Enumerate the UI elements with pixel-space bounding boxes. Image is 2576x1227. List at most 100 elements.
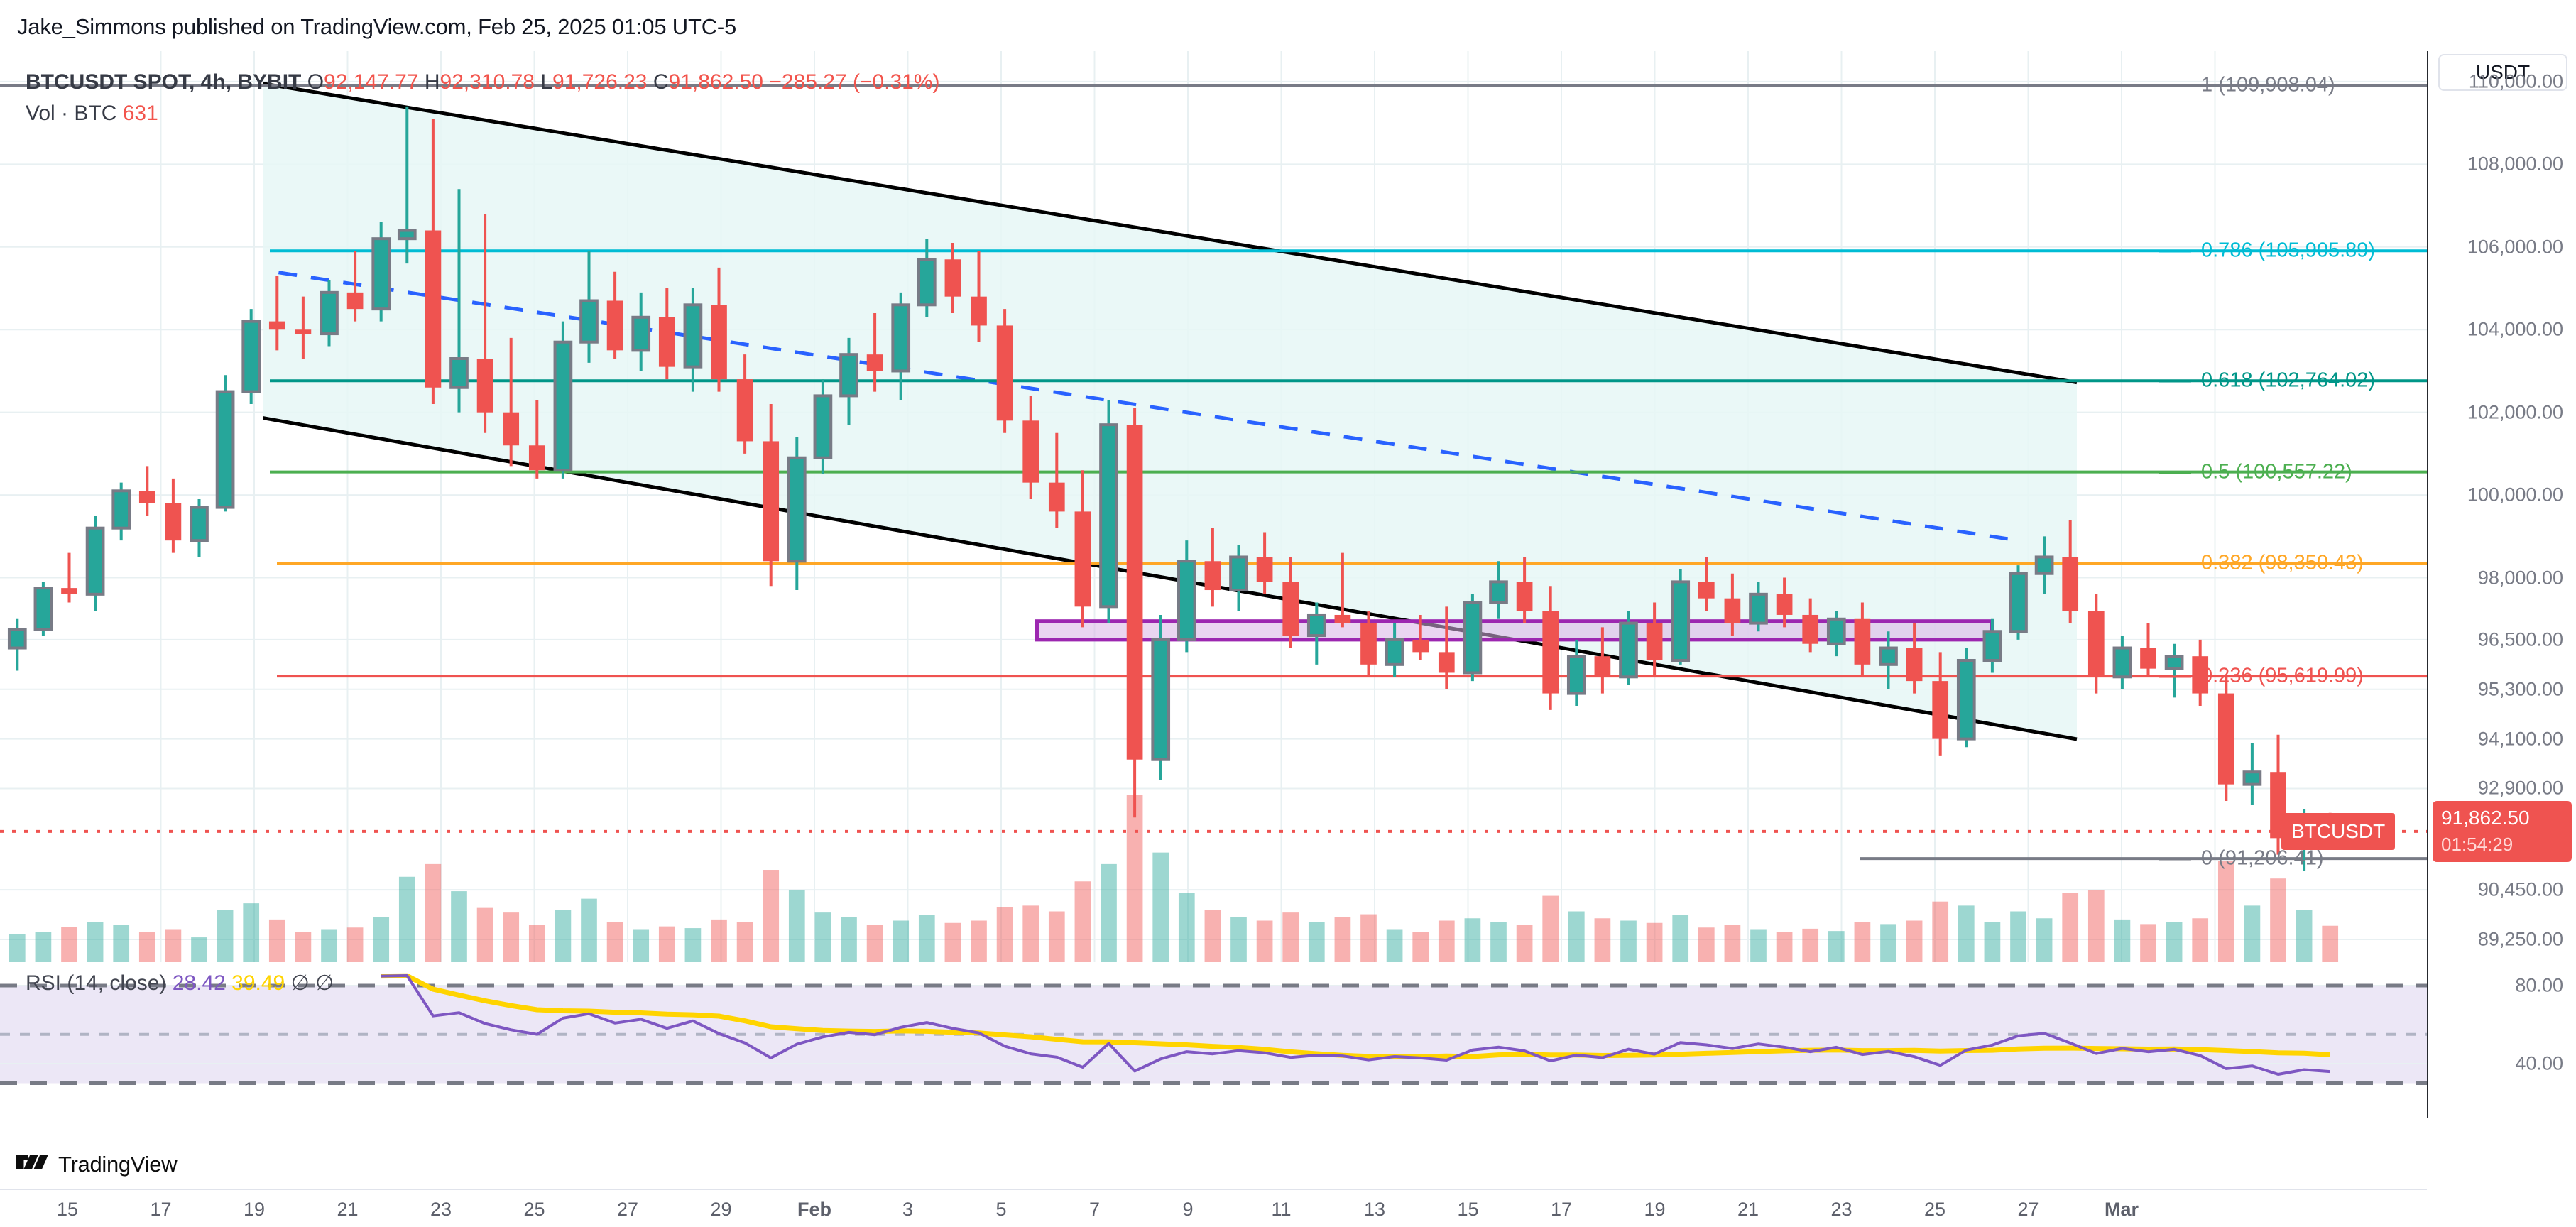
last-price-value: 91,862.50 <box>2441 806 2530 829</box>
volume-bar <box>1932 901 1949 962</box>
volume-bar <box>2140 924 2156 962</box>
candle-body <box>944 259 961 297</box>
candle-body <box>1982 630 2002 662</box>
price-pane[interactable]: BTCUSDT SPOT, 4h, BYBIT O92,147.77 H92,3… <box>0 51 2427 962</box>
rsi-pane[interactable]: RSI (14, close) 28.42 39.49 ∅ ∅ <box>0 962 2427 1118</box>
volume-bar <box>191 937 207 962</box>
time-axis-tick: 9 <box>1182 1199 1194 1220</box>
volume-series <box>9 795 2339 962</box>
legend-close-key: C <box>653 70 669 94</box>
volume-bar <box>1204 910 1221 962</box>
fib-label-0[interactable]: 0 (91,206.41) <box>2159 847 2324 871</box>
candle-body <box>268 321 285 330</box>
legend-symbol[interactable]: BTCUSDT SPOT, 4h, BYBIT <box>26 70 302 94</box>
candle-body <box>449 357 469 389</box>
volume-bar <box>1438 920 1455 962</box>
candle-body <box>1542 611 1559 694</box>
candle-body <box>1074 511 1091 607</box>
price-axis[interactable]: USDT 110,000.00 108,000.00 106,000.00 104,0… <box>2427 51 2576 1118</box>
channel-upper-line[interactable] <box>263 82 2078 385</box>
candle-body <box>1776 594 1793 615</box>
candle-body <box>111 489 131 530</box>
legend-volume-title[interactable]: Vol · BTC <box>26 102 117 125</box>
time-axis-tick: 27 <box>616 1199 639 1220</box>
fib-dash-icon <box>2159 250 2191 253</box>
axis-currency-badge[interactable]: USDT <box>2438 54 2567 91</box>
fib-label-0-236[interactable]: 0.236 (95,619.99) <box>2159 665 2364 688</box>
time-axis-tick: 21 <box>1737 1199 1759 1220</box>
fib-dash-icon <box>2159 675 2191 678</box>
volume-bar <box>1464 918 1481 962</box>
volume-bar <box>1776 932 1793 962</box>
volume-bar <box>1152 852 1169 962</box>
fib-label-text: 0.236 (95,619.99) <box>2201 664 2364 687</box>
time-axis-tick: 19 <box>243 1199 266 1220</box>
candle-body <box>1022 420 1039 483</box>
volume-bar <box>788 890 805 962</box>
volume-bar <box>61 927 77 962</box>
candle-body <box>2242 770 2262 786</box>
last-price-tag[interactable]: 91,862.50 01:54:29 <box>2433 800 2572 862</box>
candle-body <box>2009 572 2028 633</box>
volume-bar <box>321 929 337 962</box>
volume-bar <box>711 919 727 962</box>
fib-dash-icon <box>2159 471 2191 474</box>
candle-body <box>1724 598 1741 623</box>
volume-bar <box>528 925 545 962</box>
candle-body <box>971 296 987 326</box>
volume-bar <box>1594 918 1611 962</box>
candle-body <box>1619 621 1638 679</box>
price-axis-tick: 98,000.00 <box>2477 567 2563 589</box>
time-axis[interactable]: 15 17 19 21 23 25 27 29 Feb 3 5 7 9 11 13 15 17 19 21 23 25 2… <box>0 1189 2427 1227</box>
candle-body <box>866 354 883 371</box>
fib-label-0-618[interactable]: 0.618 (102,764.02) <box>2159 369 2375 393</box>
volume-bar <box>2217 861 2234 962</box>
candle-body <box>1516 582 1533 611</box>
legend-low-value: 91,726.23 <box>552 70 648 94</box>
price-axis-tick: 100,000.00 <box>2467 484 2563 506</box>
candlestick-series <box>7 106 2339 871</box>
fib-label-0-382[interactable]: 0.382 (98,350.43) <box>2159 552 2364 575</box>
candle-body <box>1906 648 1923 682</box>
fib-dash-icon <box>2159 858 2191 861</box>
time-axis-tick: 19 <box>1644 1199 1666 1220</box>
candle-body <box>346 292 364 310</box>
candle-body <box>1177 560 1196 641</box>
price-axis-tick: 108,000.00 <box>2467 153 2563 175</box>
volume-bar <box>346 927 364 962</box>
candle-body <box>138 491 155 503</box>
price-axis-tick: 90,450.00 <box>2477 878 2563 900</box>
fib-label-0-786[interactable]: 0.786 (105,905.89) <box>2159 239 2375 263</box>
symbol-price-tag[interactable]: BTCUSDT <box>2281 812 2396 850</box>
time-axis-tick: 25 <box>1923 1199 1946 1220</box>
volume-bar <box>1750 929 1767 962</box>
fib-label-text: 0 (91,206.41) <box>2201 846 2324 870</box>
volume-bar <box>138 932 155 962</box>
legend-low-key: L <box>540 70 553 94</box>
time-axis-tick: Feb <box>797 1199 832 1220</box>
legend-high-key: H <box>424 70 440 94</box>
candle-body <box>397 229 417 241</box>
chart-frame[interactable]: BTCUSDT SPOT, 4h, BYBIT O92,147.77 H92,3… <box>0 51 2576 1220</box>
volume-bar <box>35 932 52 962</box>
rsi-legend-ma-value: 39.49 <box>231 971 285 995</box>
volume-bar <box>2296 910 2313 962</box>
rsi-legend-na-2: ∅ <box>315 971 334 995</box>
candle-body <box>1385 638 1404 666</box>
candle-body <box>763 441 780 562</box>
volume-bar <box>971 920 987 962</box>
candle-body <box>736 379 753 442</box>
rsi-legend-title[interactable]: RSI (14, close) <box>26 971 167 995</box>
fib-label-text: 0.5 (100,557.22) <box>2201 460 2352 484</box>
volume-bar <box>1490 922 1507 962</box>
volume-bar <box>425 863 442 962</box>
candle-body <box>61 588 77 594</box>
tradingview-watermark: TradingView <box>16 1152 178 1177</box>
fib-label-0-5[interactable]: 0.5 (100,557.22) <box>2159 460 2352 484</box>
candle-body <box>1412 639 1429 653</box>
volume-bar <box>1880 924 1896 962</box>
legend-open-key: O <box>307 70 324 94</box>
fib-label-1[interactable]: 1 (109,908.04) <box>2159 74 2335 97</box>
candle-body <box>1826 617 1846 645</box>
volume-bar <box>1906 920 1923 962</box>
